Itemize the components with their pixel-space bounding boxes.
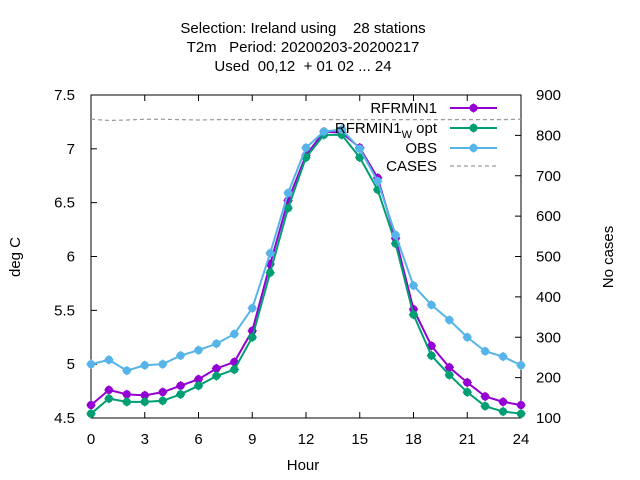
x-tick-label: 24 xyxy=(513,431,530,448)
x-tick-label: 9 xyxy=(248,431,256,448)
y-tick-label: 4.5 xyxy=(54,410,75,427)
legend-item: RFRMIN1 xyxy=(370,100,497,117)
series-group xyxy=(86,118,526,419)
series-rfrmin1 xyxy=(86,127,526,410)
title-line-1: Selection: Ireland using 28 stations xyxy=(180,20,425,37)
chart-title: Selection: Ireland using 28 stations T2m… xyxy=(180,20,425,75)
x-tick-label: 15 xyxy=(351,431,368,448)
series-rfrmin1-w-opt xyxy=(86,130,526,419)
x-tick-label: 3 xyxy=(141,431,149,448)
y2-tick-label: 300 xyxy=(536,329,561,346)
legend-label-main: RFRMIN1 xyxy=(335,120,402,137)
x-tick-label: 21 xyxy=(459,431,476,448)
series-obs xyxy=(86,124,526,376)
x-tick-label: 0 xyxy=(87,431,95,448)
y2-tick-label: 700 xyxy=(536,168,561,185)
y2-tick-label: 500 xyxy=(536,249,561,266)
y-tick-label: 5 xyxy=(67,356,75,373)
series-line xyxy=(90,118,522,122)
y2-tick-label: 400 xyxy=(536,289,561,306)
legend-label-suffix: opt xyxy=(412,120,438,137)
legend-label: OBS xyxy=(405,140,437,157)
y-axis-right: 100 200 300 400 500 600 700 800 900 xyxy=(515,87,561,427)
y-tick-label: 7.5 xyxy=(54,87,75,104)
y2-tick-label: 100 xyxy=(536,410,561,427)
y2-tick-label: 600 xyxy=(536,208,561,225)
y2-tick-label: 900 xyxy=(536,87,561,104)
y-tick-label: 7 xyxy=(67,141,75,158)
x-axis-label: Hour xyxy=(287,457,320,474)
x-tick-label: 12 xyxy=(298,431,315,448)
legend-label: RFRMIN1W opt xyxy=(335,120,438,141)
legend-label: CASES xyxy=(386,158,437,175)
y-axis-label: deg C xyxy=(7,237,24,277)
y-tick-label: 6 xyxy=(67,249,75,266)
series-cases xyxy=(90,118,522,122)
y-tick-label: 6.5 xyxy=(54,195,75,212)
legend-item: RFRMIN1W opt xyxy=(335,120,497,141)
legend-item: OBS xyxy=(405,140,497,157)
legend-item: CASES xyxy=(386,158,497,175)
legend-label-subscript: W xyxy=(402,129,413,141)
series-line xyxy=(90,128,522,372)
x-tick-label: 18 xyxy=(405,431,422,448)
x-axis: 0 3 6 9 12 15 18 21 24 xyxy=(87,95,530,448)
title-line-3: Used 00,12 + 01 02 ... 24 xyxy=(214,58,391,75)
y-tick-label: 5.5 xyxy=(54,302,75,319)
x-tick-label: 6 xyxy=(194,431,202,448)
y2-tick-label: 200 xyxy=(536,370,561,387)
y2-axis-label: No cases xyxy=(600,226,617,289)
title-line-2: T2m Period: 20200203-20200217 xyxy=(187,39,420,56)
series-line xyxy=(90,133,522,415)
y2-tick-label: 800 xyxy=(536,127,561,144)
y-axis-left: 4.5 5 5.5 6 6.5 7 7.5 xyxy=(54,87,97,427)
legend-label: RFRMIN1 xyxy=(370,100,437,117)
